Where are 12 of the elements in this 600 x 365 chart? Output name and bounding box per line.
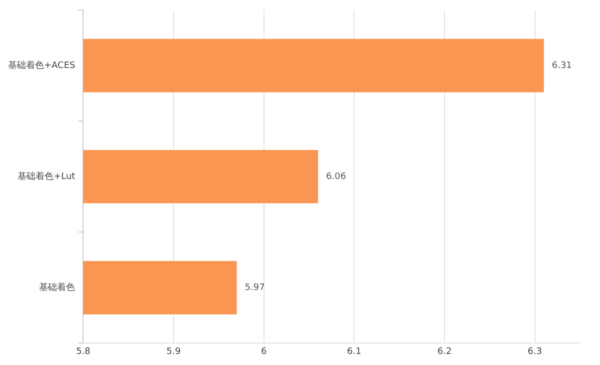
data-label: 6.06 <box>326 172 346 182</box>
x-tick-label: 6 <box>261 346 267 357</box>
x-tick-label: 6.3 <box>528 346 542 357</box>
y-tick-label: 基础着色+ACES <box>8 60 76 71</box>
y-tick-label: 基础着色 <box>39 282 76 294</box>
y-tick-label: 基础着色+Lut <box>18 170 76 182</box>
x-tick-label: 6.1 <box>347 346 362 357</box>
x-tick-label: 6.2 <box>437 346 452 357</box>
data-label: 5.97 <box>244 283 265 294</box>
data-label: 6.31 <box>552 60 572 71</box>
x-tick-label: 5.9 <box>166 346 181 357</box>
x-tick-label: 5.8 <box>76 346 91 357</box>
